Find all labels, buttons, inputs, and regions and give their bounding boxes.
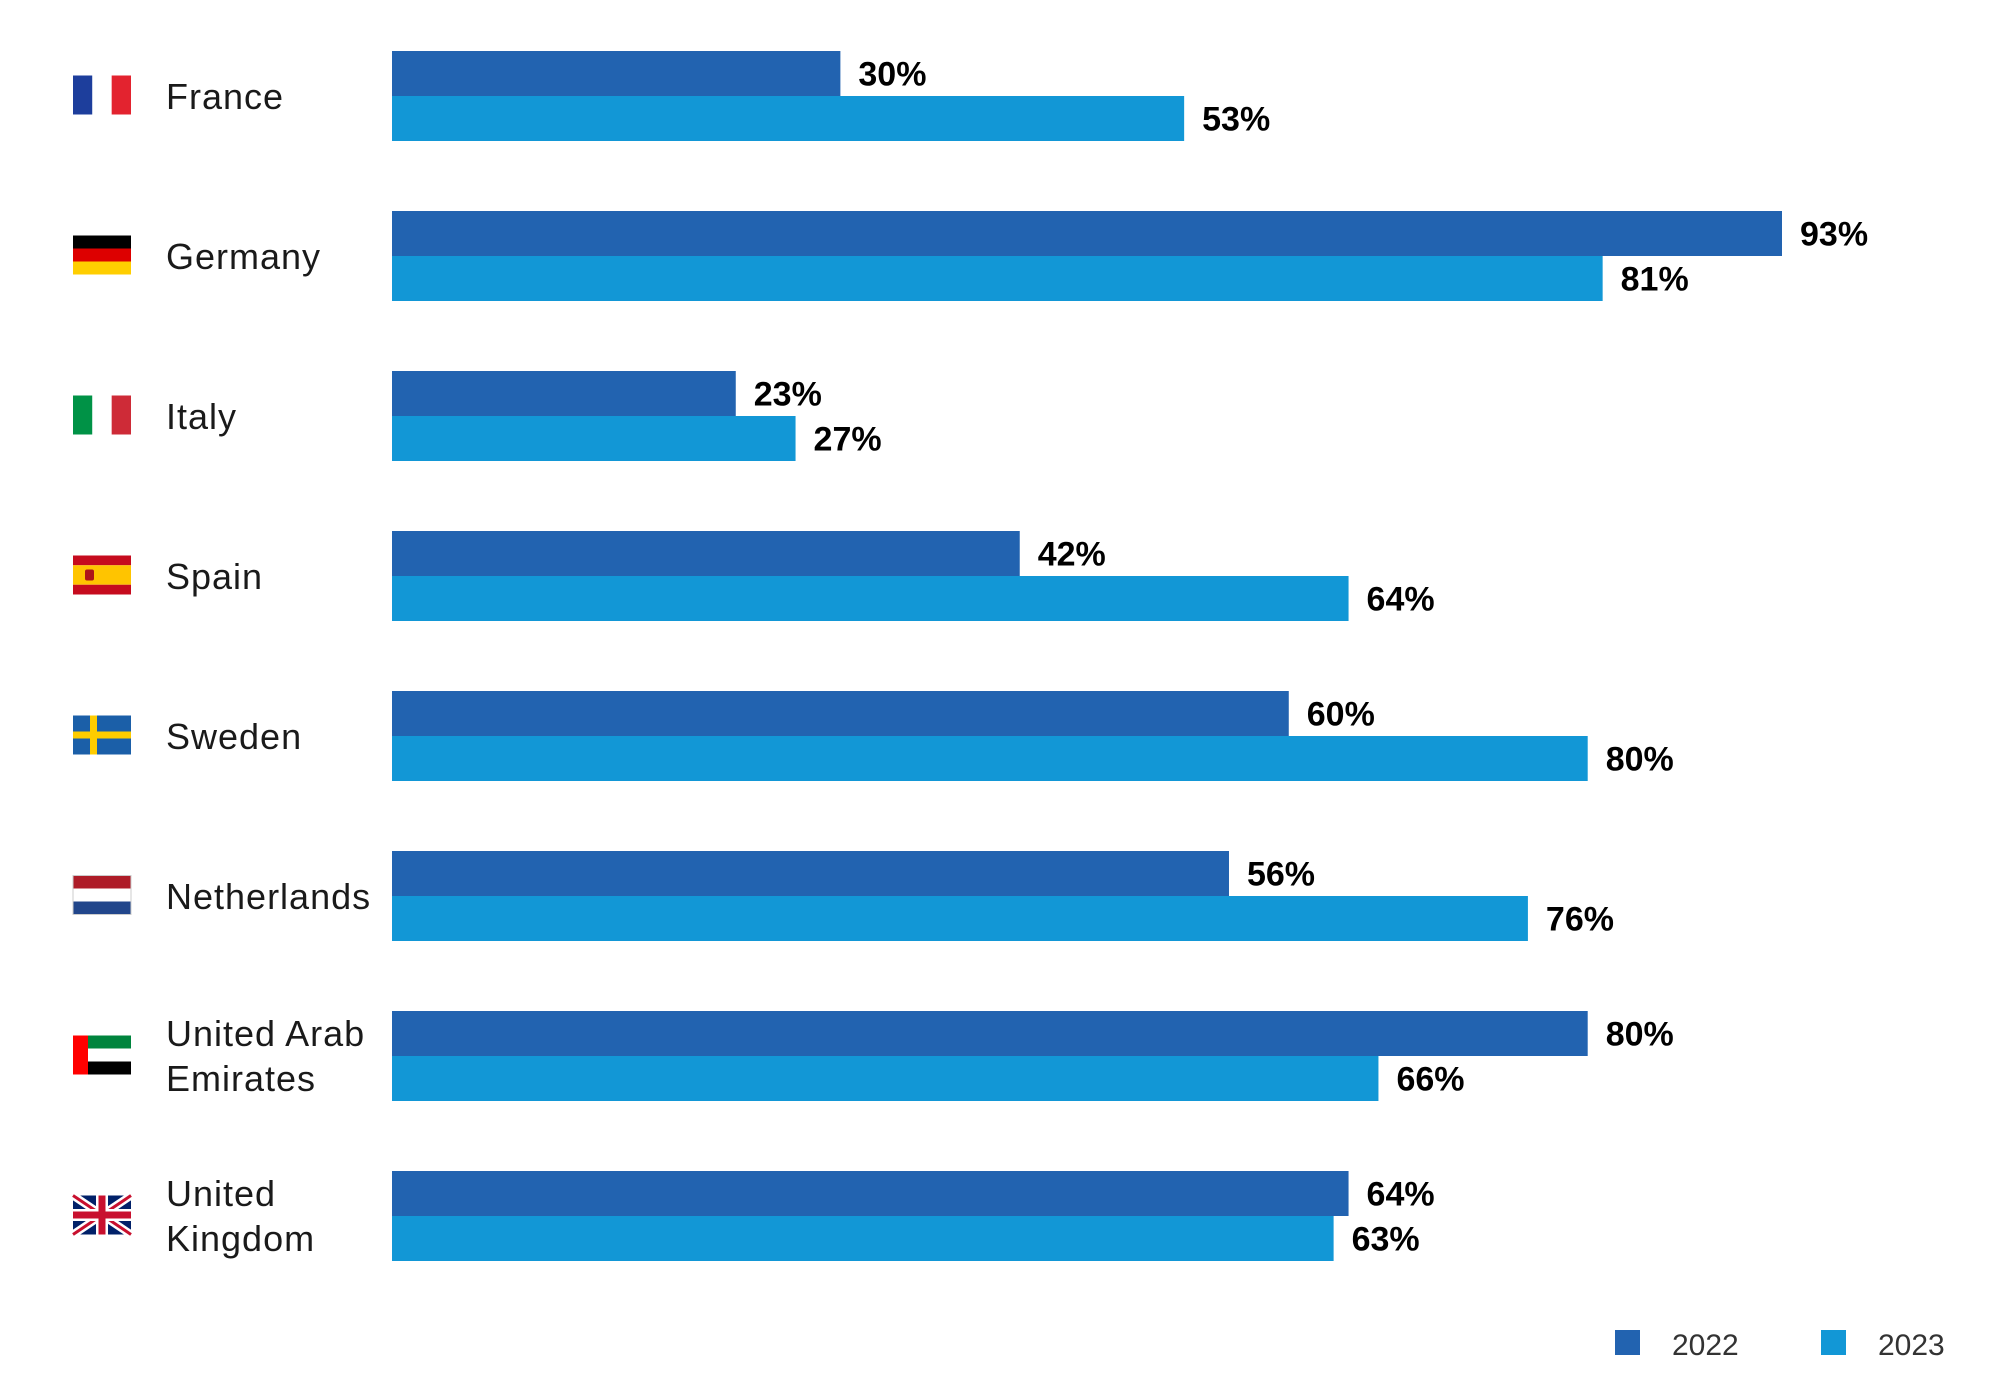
- bar-2023: [392, 576, 1349, 621]
- legend-item-2023: 2023: [1821, 1329, 1945, 1362]
- bar-2022: [392, 51, 841, 96]
- country-label: Germany: [166, 236, 321, 277]
- bars: [392, 51, 1782, 1261]
- value-label: 42%: [1038, 536, 1106, 574]
- bar-2022: [392, 851, 1229, 896]
- legend-swatch: [1821, 1330, 1846, 1355]
- value-label: 81%: [1621, 261, 1689, 299]
- value-label: 66%: [1396, 1061, 1464, 1099]
- netherlands-flag-icon: [72, 875, 132, 915]
- legend-label: 2023: [1878, 1329, 1945, 1362]
- germany-flag-icon: [73, 235, 131, 275]
- uae-flag-icon: [73, 1035, 131, 1075]
- value-label: 56%: [1247, 856, 1315, 894]
- bar-2022: [392, 1011, 1588, 1056]
- value-label: 53%: [1202, 101, 1270, 139]
- value-label: 64%: [1367, 581, 1435, 619]
- bar-2022: [392, 691, 1289, 736]
- legend-label: 2022: [1672, 1329, 1739, 1362]
- country-label: Spain: [166, 556, 263, 597]
- value-label: 60%: [1307, 696, 1375, 734]
- value-label: 23%: [754, 376, 822, 414]
- country-label: Kingdom: [166, 1218, 315, 1259]
- country-labels: France Germany Italy Spain Sweden Netherlands…: [166, 76, 371, 1259]
- value-labels: 30% 53% 93% 81% 23% 27% 42% 64% 60% 80% 56% 76% 80% 6…: [754, 56, 1868, 1259]
- country-label: United: [166, 1173, 276, 1214]
- bar-2023: [392, 96, 1185, 141]
- bar-2023: [392, 1056, 1379, 1101]
- bar-2023: [392, 256, 1603, 301]
- country-label: Netherlands: [166, 876, 371, 917]
- italy-flag-icon: [73, 395, 131, 435]
- value-label: 27%: [814, 421, 882, 459]
- bar-2022: [392, 371, 736, 416]
- country-label: Italy: [166, 396, 237, 437]
- country-label: United Arab: [166, 1013, 365, 1054]
- legend-item-2022: 2022: [1615, 1329, 1739, 1362]
- bar-2023: [392, 736, 1588, 781]
- value-label: 64%: [1367, 1176, 1435, 1214]
- value-label: 30%: [858, 56, 926, 94]
- value-label: 76%: [1546, 901, 1614, 939]
- value-label: 93%: [1800, 216, 1868, 254]
- bar-2022: [392, 531, 1020, 576]
- country-label: Emirates: [166, 1058, 316, 1099]
- bar-2022: [392, 211, 1782, 256]
- country-label: Sweden: [166, 716, 302, 757]
- bar-2023: [392, 416, 796, 461]
- bar-2022: [392, 1171, 1349, 1216]
- flags: [70, 75, 134, 1238]
- uk-flag-icon: [70, 1192, 134, 1238]
- value-label: 80%: [1606, 1016, 1674, 1054]
- sweden-flag-icon: [73, 715, 131, 755]
- legend: 2022 2023: [1615, 1329, 1945, 1362]
- bar-2023: [392, 896, 1528, 941]
- france-flag-icon: [73, 75, 131, 115]
- legend-swatch: [1615, 1330, 1640, 1355]
- value-label: 80%: [1606, 741, 1674, 779]
- spain-flag-icon: [73, 555, 131, 595]
- bar-2023: [392, 1216, 1334, 1261]
- country-label: France: [166, 76, 284, 117]
- value-label: 63%: [1352, 1221, 1420, 1259]
